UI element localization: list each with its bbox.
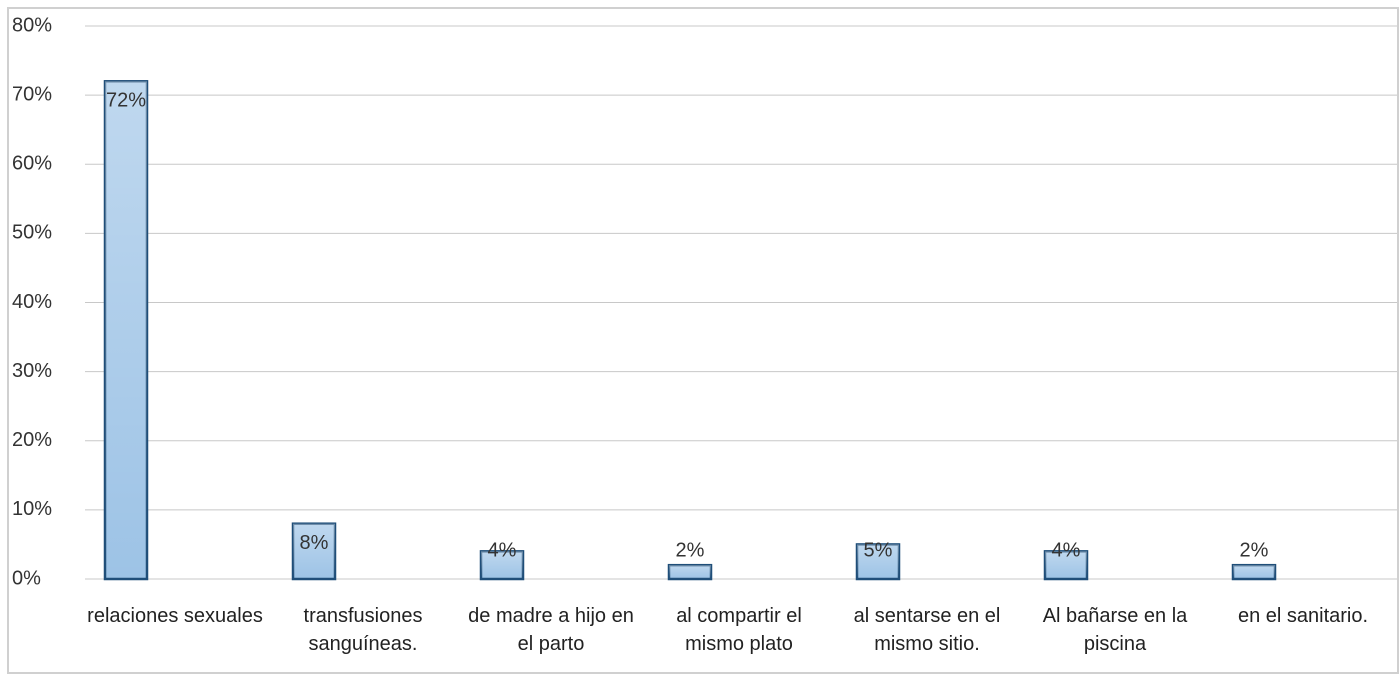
y-tick-label: 80% <box>12 14 52 36</box>
y-tick-label: 0% <box>12 567 41 589</box>
y-tick-label: 40% <box>12 291 52 313</box>
value-label: 72% <box>106 90 146 112</box>
bar-sheen <box>1045 551 1087 579</box>
bar-sheen <box>293 523 335 579</box>
value-label: 2% <box>1240 539 1269 561</box>
y-tick-label: 50% <box>12 222 52 244</box>
x-tick-label: en el sanitario. <box>1237 605 1369 627</box>
value-label: 4% <box>1052 539 1081 561</box>
y-tick-label: 70% <box>12 83 52 105</box>
bar-sheen <box>1233 565 1275 579</box>
y-tick-label: 60% <box>12 153 52 175</box>
bar-sheen <box>105 81 147 580</box>
y-tick-label: 20% <box>12 429 52 451</box>
y-tick-label: 30% <box>12 360 52 382</box>
value-label: 2% <box>676 539 705 561</box>
bar-sheen <box>669 565 711 579</box>
chart-frame <box>7 7 1399 674</box>
x-tick-label: de madre a hijo en el parto <box>468 605 634 655</box>
x-tick-label: transfusiones sanguíneas. <box>303 605 423 655</box>
value-label: 5% <box>864 539 893 561</box>
x-tick-label: al compartir el mismo plato <box>676 605 802 655</box>
x-tick-label: Al bañarse en la piscina <box>1042 605 1188 655</box>
y-tick-label: 10% <box>12 498 52 520</box>
x-tick-label: al sentarse en el mismo sitio. <box>853 605 1001 655</box>
value-label: 8% <box>300 532 329 554</box>
value-label: 4% <box>488 539 517 561</box>
bar-sheen <box>857 544 899 579</box>
x-tick-label: relaciones sexuales <box>87 605 263 627</box>
bar-sheen <box>481 551 523 579</box>
